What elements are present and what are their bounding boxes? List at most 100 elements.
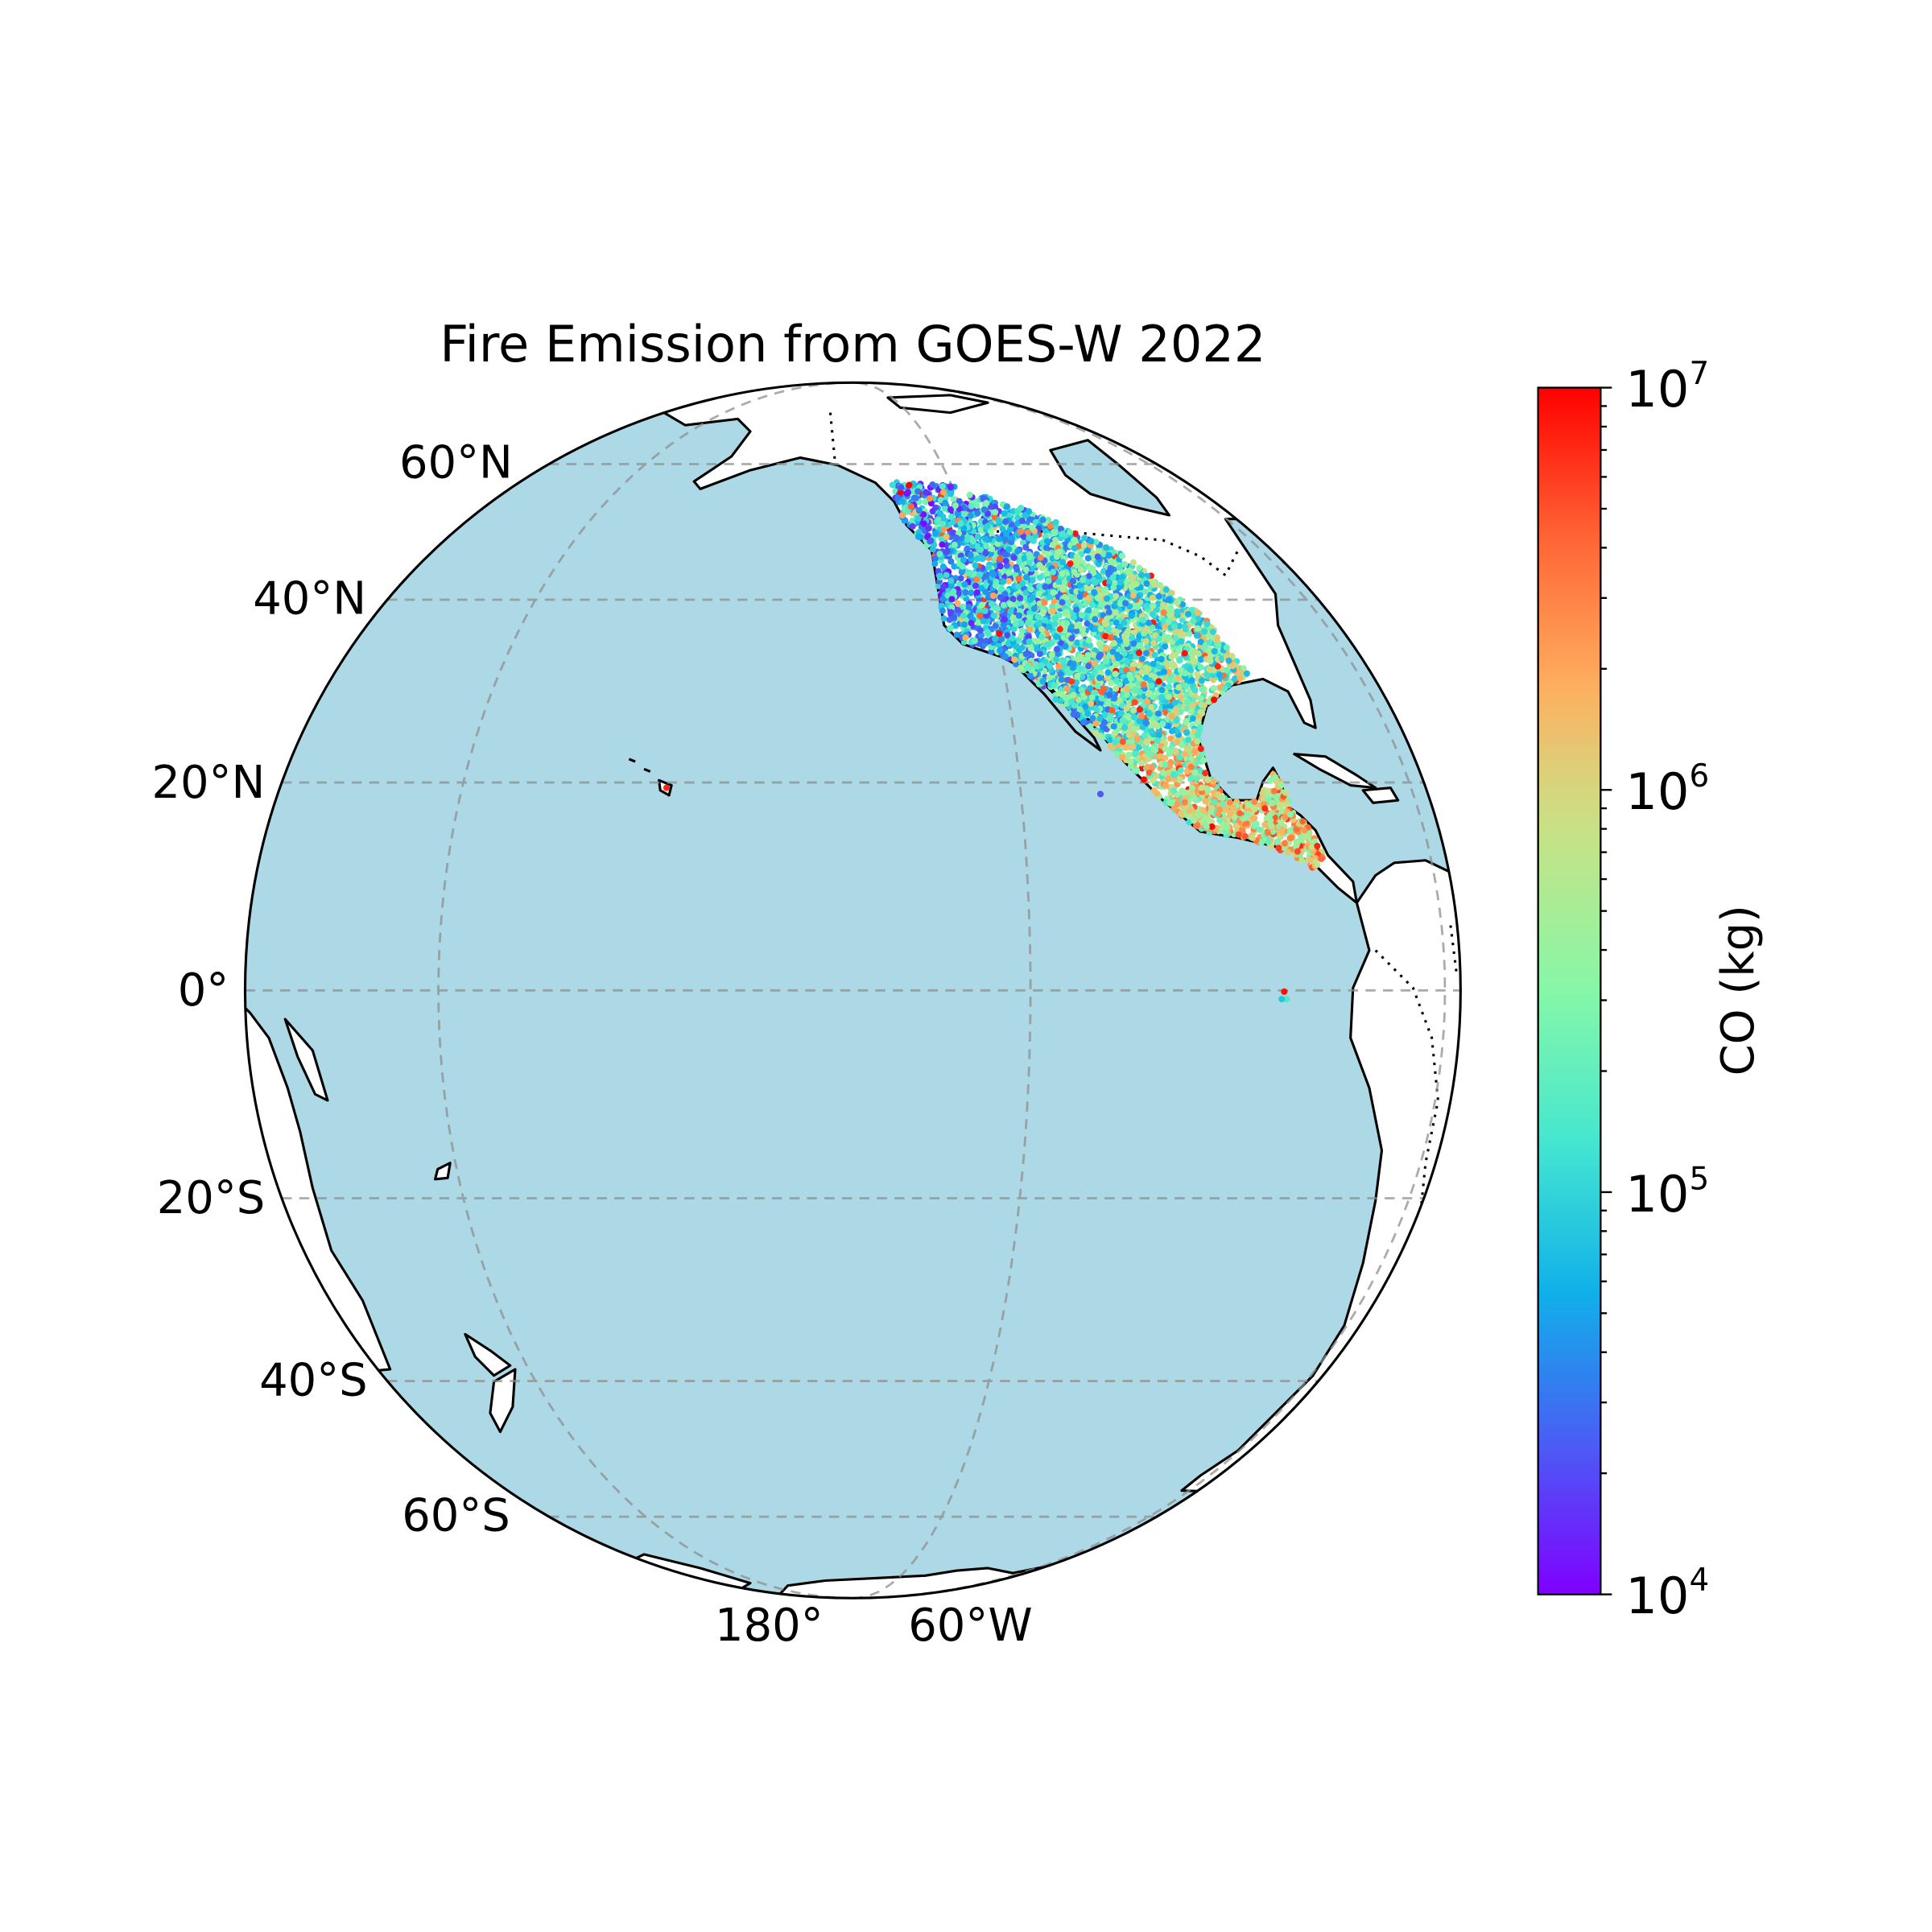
fire-point — [1121, 619, 1128, 626]
fire-point — [1249, 834, 1257, 841]
tick-base: 10 — [1625, 1567, 1689, 1625]
fire-point — [1149, 610, 1156, 618]
fire-point — [965, 603, 972, 611]
fire-point — [1049, 607, 1056, 615]
fire-point — [1188, 677, 1195, 684]
fire-point — [1087, 723, 1094, 730]
fire-point — [1138, 668, 1146, 675]
fire-point — [1191, 748, 1199, 755]
colorbar-tick-1e5: 105 — [1625, 1161, 1709, 1224]
fire-point — [1039, 677, 1046, 684]
fire-point — [1097, 625, 1104, 633]
fire-point — [996, 630, 1003, 638]
fire-point — [1129, 743, 1137, 750]
fire-point — [1022, 574, 1030, 581]
fire-point — [1002, 557, 1009, 564]
fire-point — [1026, 672, 1034, 679]
fire-point — [1162, 782, 1169, 789]
fire-point — [1117, 579, 1124, 586]
fire-point — [929, 508, 936, 515]
fire-point — [1223, 806, 1230, 813]
fire-point — [1149, 594, 1156, 601]
fire-point — [1154, 737, 1162, 745]
fire-point — [964, 536, 971, 543]
fire-point — [1155, 635, 1163, 642]
fire-point — [1144, 698, 1151, 705]
fire-point — [1261, 805, 1269, 812]
fire-point — [1168, 607, 1175, 614]
fire-point — [1123, 685, 1130, 692]
fire-point — [1202, 770, 1209, 777]
fire-point — [1256, 826, 1263, 833]
fire-point — [1185, 610, 1192, 617]
fire-point — [1063, 620, 1071, 627]
fire-point — [1281, 988, 1288, 995]
fire-point — [1108, 634, 1115, 641]
fire-point — [1104, 699, 1112, 706]
fire-point — [1074, 672, 1081, 679]
fire-point — [1167, 735, 1174, 742]
fire-point — [947, 513, 956, 520]
fire-point — [1155, 732, 1162, 739]
fire-point — [1049, 541, 1056, 548]
fire-point — [1151, 581, 1158, 588]
fire-point — [1073, 553, 1080, 560]
fire-point — [966, 570, 973, 577]
fire-point — [947, 558, 955, 565]
fire-point — [1075, 621, 1083, 628]
fire-point — [1298, 857, 1306, 864]
fire-point — [1302, 833, 1309, 841]
fire-point — [1051, 615, 1059, 622]
fire-point — [960, 621, 968, 628]
borders-south-america — [1311, 925, 1459, 1402]
tick-exponent: 4 — [1689, 1563, 1709, 1599]
fire-point — [927, 537, 935, 544]
fire-point — [1022, 650, 1030, 658]
fire-point — [1118, 753, 1126, 761]
fire-point — [1034, 613, 1042, 621]
fire-point — [1096, 654, 1103, 661]
fire-point — [967, 512, 974, 519]
fire-point — [1085, 663, 1092, 670]
fire-point — [1177, 767, 1184, 774]
fire-point — [1040, 609, 1047, 616]
fire-point — [1014, 547, 1022, 555]
fire-point — [973, 502, 980, 510]
lon-label-60w: 60°W — [908, 1600, 1032, 1652]
fire-point — [1067, 560, 1074, 568]
fire-point — [1121, 561, 1129, 568]
fire-point — [1165, 775, 1172, 782]
fire-point — [1055, 663, 1063, 671]
fire-point — [1147, 750, 1154, 758]
fire-point — [1278, 807, 1286, 815]
fire-point — [1096, 675, 1104, 682]
fire-point — [1136, 564, 1143, 572]
fire-point — [915, 507, 923, 514]
fire-point — [1107, 743, 1114, 750]
fire-point — [940, 583, 947, 590]
fire-point — [935, 516, 942, 523]
fire-point — [1176, 776, 1183, 783]
greenland-edge — [886, 394, 989, 415]
colorbar-ticks — [1600, 386, 1612, 1596]
fire-point — [983, 543, 990, 550]
fire-point — [967, 551, 974, 559]
fire-point — [1293, 826, 1300, 833]
fire-point — [1123, 691, 1130, 699]
fire-point — [1026, 638, 1033, 646]
fire-point — [1112, 671, 1119, 678]
fire-point — [1068, 698, 1075, 705]
lat-label-40s: 40°S — [259, 1355, 368, 1407]
fire-point — [1223, 644, 1230, 651]
fire-point — [1010, 554, 1018, 562]
fire-point — [1059, 657, 1067, 664]
fire-point — [1092, 616, 1099, 623]
fire-point — [1026, 554, 1034, 561]
fire-point — [1138, 760, 1146, 767]
lat-label-60n: 60°N — [399, 436, 513, 489]
fire-point — [1286, 828, 1294, 835]
fire-point — [1265, 838, 1272, 845]
fire-point — [1113, 660, 1121, 667]
new-zealand-north — [464, 1332, 512, 1377]
